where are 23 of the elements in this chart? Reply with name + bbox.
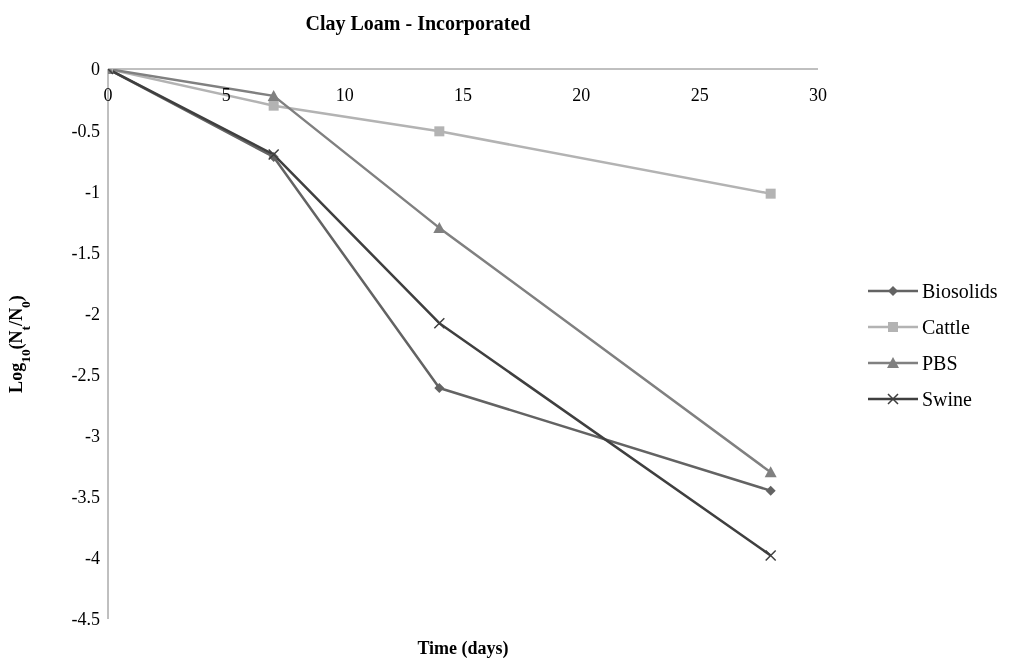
legend-label: Cattle	[922, 315, 970, 339]
y-tick-label: -0.5	[71, 120, 100, 141]
legend-label: PBS	[922, 351, 958, 375]
x-tick-label: 15	[454, 85, 472, 105]
x-tick-label: 30	[809, 85, 827, 105]
x-tick-label: 5	[221, 85, 231, 105]
chart-title: Clay Loam - Incorporated	[304, 12, 532, 35]
x-tick-label: 25	[690, 85, 709, 105]
y-tick-label: -3	[85, 426, 100, 447]
legend-label: Biosolids	[922, 279, 998, 303]
y-tick-label: -4.5	[71, 609, 100, 630]
y-tick-label: -3.5	[71, 487, 100, 508]
x-axis-title: Time (days)	[416, 638, 510, 659]
y-tick-label: -4	[85, 548, 100, 569]
legend-label: Swine	[922, 387, 972, 411]
y-tick-label: -2	[85, 303, 100, 324]
y-tick-label: 0	[91, 59, 100, 80]
y-tick-label: -1	[85, 181, 100, 202]
x-tick-label: 0	[103, 85, 113, 105]
y-tick-label: -1.5	[71, 242, 100, 263]
x-tick-label: 10	[335, 85, 354, 105]
x-tick-label: 20	[572, 85, 591, 105]
y-tick-label: -2.5	[71, 364, 100, 385]
